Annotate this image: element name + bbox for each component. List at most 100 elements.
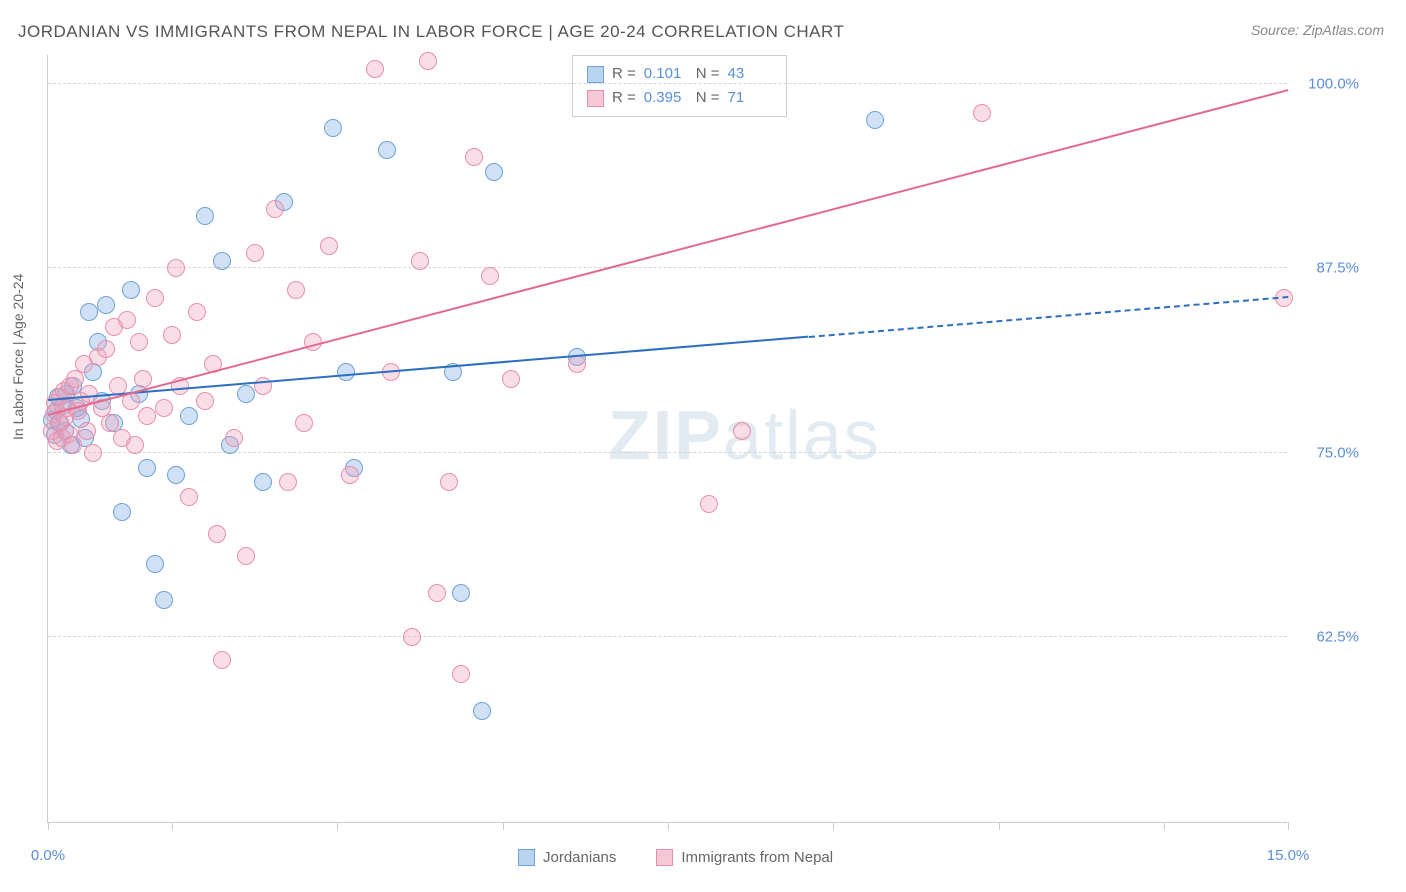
scatter-point — [324, 119, 342, 137]
scatter-point — [337, 363, 355, 381]
bottom-legend: Jordanians Immigrants from Nepal — [518, 849, 833, 866]
scatter-point — [78, 422, 96, 440]
source-attribution: Source: ZipAtlas.com — [1251, 22, 1384, 38]
scatter-point — [167, 466, 185, 484]
legend-swatch-series2 — [656, 849, 673, 866]
legend-label-series2: Immigrants from Nepal — [681, 849, 833, 866]
scatter-point — [146, 289, 164, 307]
scatter-point — [428, 584, 446, 602]
scatter-point — [246, 244, 264, 262]
scatter-point — [84, 444, 102, 462]
n-value-series2: 71 — [728, 86, 772, 110]
scatter-point — [440, 473, 458, 491]
watermark-zip: ZIP — [608, 396, 723, 474]
scatter-point — [196, 392, 214, 410]
scatter-point — [208, 525, 226, 543]
x-tick — [48, 822, 49, 830]
x-tick — [999, 822, 1000, 830]
x-tick-label: 0.0% — [31, 847, 65, 864]
scatter-point — [97, 340, 115, 358]
x-tick — [172, 822, 173, 830]
scatter-point — [167, 259, 185, 277]
legend-label-series1: Jordanians — [543, 849, 616, 866]
scatter-point — [155, 591, 173, 609]
gridline-h — [48, 636, 1287, 637]
scatter-point — [225, 429, 243, 447]
scatter-point — [101, 414, 119, 432]
scatter-point — [502, 370, 520, 388]
scatter-point — [866, 111, 884, 129]
scatter-point — [126, 436, 144, 454]
scatter-point — [213, 651, 231, 669]
gridline-h — [48, 83, 1287, 84]
scatter-point — [118, 311, 136, 329]
scatter-point — [134, 370, 152, 388]
scatter-point — [973, 104, 991, 122]
scatter-point — [180, 488, 198, 506]
x-tick — [1288, 822, 1289, 830]
scatter-point — [97, 296, 115, 314]
scatter-point — [279, 473, 297, 491]
legend-item-series1: Jordanians — [518, 849, 616, 866]
scatter-point — [485, 163, 503, 181]
scatter-point — [113, 503, 131, 521]
scatter-point — [138, 407, 156, 425]
scatter-point — [163, 326, 181, 344]
scatter-point — [80, 385, 98, 403]
scatter-point — [196, 207, 214, 225]
legend-swatch-series1 — [518, 849, 535, 866]
y-tick-label: 62.5% — [1295, 629, 1359, 646]
correlation-stats-box: R = 0.101 N = 43 R = 0.395 N = 71 — [572, 55, 787, 117]
swatch-series1 — [587, 66, 604, 83]
trend-line — [48, 336, 809, 401]
scatter-point — [64, 436, 82, 454]
chart-title: JORDANIAN VS IMMIGRANTS FROM NEPAL IN LA… — [18, 22, 844, 42]
scatter-point — [481, 267, 499, 285]
scatter-point — [122, 281, 140, 299]
n-label: N = — [696, 86, 720, 110]
scatter-point — [465, 148, 483, 166]
scatter-point — [266, 200, 284, 218]
scatter-point — [341, 466, 359, 484]
x-tick — [833, 822, 834, 830]
scatter-point — [733, 422, 751, 440]
stats-row-series2: R = 0.395 N = 71 — [587, 86, 772, 110]
scatter-point — [403, 628, 421, 646]
scatter-point — [213, 252, 231, 270]
scatter-point — [378, 141, 396, 159]
gridline-h — [48, 267, 1287, 268]
legend-item-series2: Immigrants from Nepal — [656, 849, 833, 866]
r-value-series2: 0.395 — [644, 86, 688, 110]
trend-line — [48, 89, 1289, 416]
scatter-point — [254, 473, 272, 491]
scatter-point — [568, 355, 586, 373]
scatter-point — [80, 303, 98, 321]
scatter-point — [237, 385, 255, 403]
y-tick-label: 87.5% — [1295, 260, 1359, 277]
scatter-point — [452, 665, 470, 683]
x-tick — [503, 822, 504, 830]
scatter-point — [188, 303, 206, 321]
swatch-series2 — [587, 90, 604, 107]
scatter-point — [138, 459, 156, 477]
x-tick — [668, 822, 669, 830]
scatter-point — [320, 237, 338, 255]
x-tick — [337, 822, 338, 830]
scatter-point — [287, 281, 305, 299]
y-tick-label: 100.0% — [1295, 75, 1359, 92]
y-axis-label: In Labor Force | Age 20-24 — [10, 274, 26, 440]
scatter-point — [155, 399, 173, 417]
scatter-point — [419, 52, 437, 70]
x-tick-label: 15.0% — [1267, 847, 1310, 864]
scatter-point — [366, 60, 384, 78]
plot-area: ZIPatlas R = 0.101 N = 43 R = 0.395 N = … — [47, 55, 1287, 823]
r-label: R = — [612, 86, 636, 110]
scatter-point — [130, 333, 148, 351]
scatter-point — [700, 495, 718, 513]
scatter-point — [295, 414, 313, 432]
scatter-point — [411, 252, 429, 270]
scatter-point — [146, 555, 164, 573]
scatter-point — [473, 702, 491, 720]
x-tick — [1164, 822, 1165, 830]
scatter-point — [237, 547, 255, 565]
